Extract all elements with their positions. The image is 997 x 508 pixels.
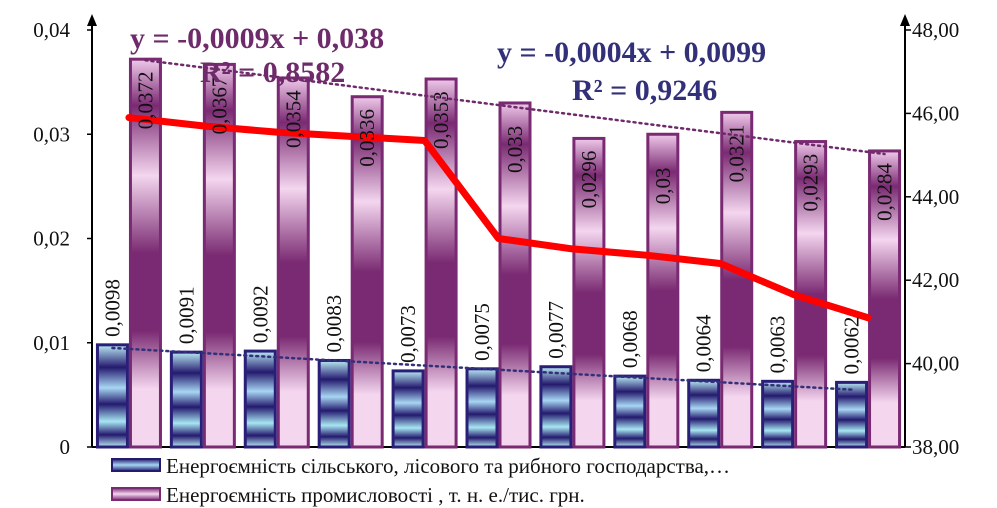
y-left-tick-label: 0,02: [33, 227, 70, 251]
bar-agriculture: [761, 379, 795, 449]
line-series-point: [422, 138, 427, 143]
bar-industry: [276, 76, 310, 449]
y-right-tick-label: 42,00: [912, 268, 959, 292]
line-series-point: [274, 130, 279, 135]
legend-label-agriculture: Енергоємність сільського, лісового та ри…: [166, 454, 730, 478]
bar-agriculture: [243, 349, 277, 449]
bar-agriculture: [539, 365, 573, 449]
trendline-industry: [144, 58, 886, 156]
line-series-point: [866, 315, 871, 320]
data-labels: 0,0098 0,0372 0,0091 0,0367 0,0092 0,0354 0,00…: [100, 71, 896, 374]
data-label-agriculture: 0,0083: [322, 295, 346, 353]
data-label-industry: 0,0353: [429, 91, 453, 149]
data-label-agriculture: 0,0098: [100, 279, 124, 337]
line-series-point: [200, 123, 205, 128]
bars: [95, 57, 902, 449]
y-axis-right-arrow: [900, 14, 910, 26]
line-series-point: [718, 261, 723, 266]
data-label-industry: 0,0293: [799, 154, 823, 212]
bar-industry: [572, 136, 606, 449]
y-left-tick-label: 0,01: [33, 331, 70, 355]
data-label-industry: 0,03: [651, 168, 675, 205]
y-right-tick-label: 48,00: [912, 18, 959, 42]
data-label-industry: 0,0284: [873, 163, 897, 221]
legend: Енергоємність сільського, лісового та ри…: [111, 454, 730, 507]
data-label-agriculture: 0,0077: [544, 301, 568, 359]
bar-industry: [498, 101, 532, 449]
bar-industry: [868, 149, 902, 449]
data-label-industry: 0,033: [503, 126, 527, 173]
data-label-agriculture: 0,0091: [174, 286, 198, 344]
trend-r2-industry: R² = 0,8582: [200, 56, 345, 89]
bar-agriculture: [613, 374, 647, 449]
data-label-industry: 0,0296: [577, 151, 601, 209]
bar-agriculture: [95, 343, 129, 449]
data-label-industry: 0,0372: [133, 71, 157, 129]
bar-agriculture: [687, 378, 721, 449]
line-series-point: [348, 134, 353, 139]
bar-agriculture: [391, 369, 425, 449]
bar-agriculture: [465, 367, 499, 449]
y-right-tick-label: 40,00: [912, 352, 959, 376]
line-series-point: [570, 246, 575, 251]
data-label-agriculture: 0,0092: [248, 285, 272, 343]
legend-label-industry: Енергоємність промисловості , т. н. е./т…: [166, 483, 585, 507]
data-label-agriculture: 0,0064: [692, 314, 716, 372]
trendlines: [111, 58, 886, 391]
trendline-agriculture: [111, 346, 853, 391]
line-series-point: [644, 253, 649, 258]
data-label-industry: 0,0321: [725, 125, 749, 183]
data-label-industry: 0,0367: [207, 77, 231, 135]
y-right-tick-label: 38,00: [912, 435, 959, 459]
data-label-industry: 0,0354: [281, 90, 305, 148]
line-series-point: [126, 115, 131, 120]
line-series-point: [496, 236, 501, 241]
data-label-agriculture: 0,0062: [840, 317, 864, 375]
y-left-tick-label: 0,03: [33, 122, 70, 146]
data-label-agriculture: 0,0075: [470, 303, 494, 361]
y-left-tick-label: 0: [60, 435, 71, 459]
trend-equation-industry: y = -0,0009x + 0,038: [130, 22, 384, 55]
bar-agriculture: [169, 350, 203, 449]
data-label-agriculture: 0,0068: [618, 310, 642, 368]
trendline-equations: y = -0,0009x + 0,038 R² = 0,8582 y = -0,…: [130, 22, 766, 107]
trend-equation-agriculture: y = -0,0004x + 0,0099: [497, 36, 766, 69]
trend-r2-agriculture: R² = 0,9246: [572, 74, 717, 107]
legend-swatch-agriculture: [111, 458, 161, 472]
bar-agriculture: [835, 380, 869, 449]
data-label-agriculture: 0,0063: [766, 316, 790, 374]
bar-industry: [350, 95, 384, 449]
data-label-agriculture: 0,0073: [396, 305, 420, 363]
y-right-tick-label: 46,00: [912, 101, 959, 125]
bar-agriculture: [317, 358, 351, 449]
bar-industry: [646, 132, 680, 449]
line-series-point: [792, 292, 797, 297]
y-right-tick-label: 44,00: [912, 185, 959, 209]
bar-industry: [424, 77, 458, 449]
line-series: [125, 114, 872, 322]
data-label-industry: 0,0336: [355, 109, 379, 167]
legend-swatch-industry: [111, 487, 161, 501]
y-left-tick-label: 0,04: [33, 18, 70, 42]
y-axis-left-arrow: [87, 14, 97, 26]
